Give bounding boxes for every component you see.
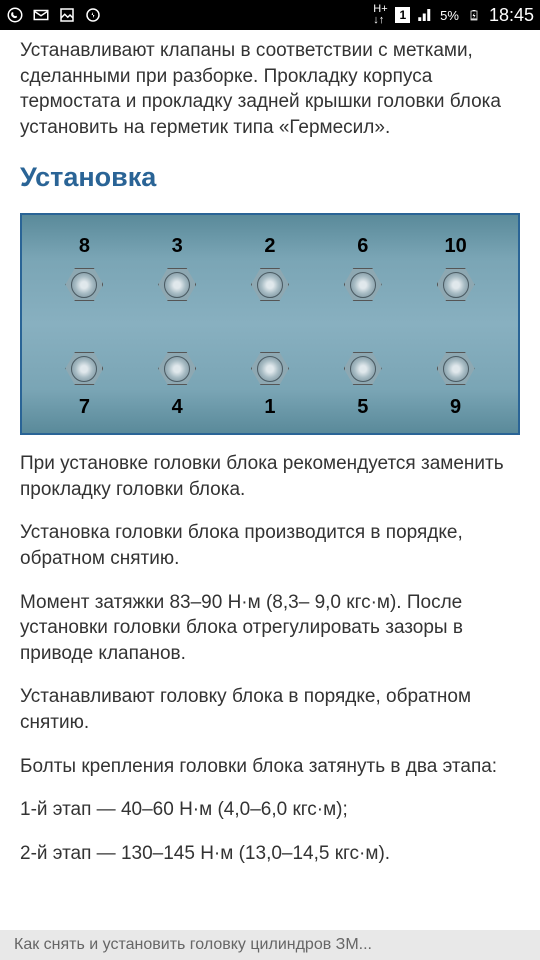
paragraph: Момент затяжки 83–90 Н·м (8,3– 9,0 кгс·м… bbox=[20, 590, 520, 667]
paragraph: Болты крепления головки блока затянуть в… bbox=[20, 754, 520, 780]
bolt-number: 6 bbox=[357, 233, 368, 260]
paragraph: 1-й этап — 40–60 Н·м (4,0–6,0 кгс·м); bbox=[20, 797, 520, 823]
bolt-torque-diagram: 8 3 2 6 10 7 4 1 5 9 bbox=[20, 213, 520, 435]
bolt-number: 10 bbox=[444, 233, 466, 260]
network-type-icon: H+↓↑ bbox=[371, 6, 389, 24]
paragraph: При установке головки блока рекомендуетс… bbox=[20, 451, 520, 502]
bolt-icon bbox=[158, 350, 196, 388]
signal-icon bbox=[416, 6, 434, 24]
clock: 18:45 bbox=[489, 5, 534, 26]
bolt-icon bbox=[251, 266, 289, 304]
bolt-cell: 7 bbox=[38, 350, 131, 421]
bolt-icon bbox=[344, 350, 382, 388]
sim-badge: 1 bbox=[395, 7, 410, 23]
image-icon bbox=[58, 6, 76, 24]
status-right: H+↓↑ 1 5% 18:45 bbox=[371, 5, 534, 26]
bolt-cell: 5 bbox=[316, 350, 409, 421]
bolt-cell: 1 bbox=[224, 350, 317, 421]
bolt-icon bbox=[65, 350, 103, 388]
bolt-number: 9 bbox=[450, 394, 461, 421]
bolt-number: 1 bbox=[264, 394, 275, 421]
bolt-row-top: 8 3 2 6 10 bbox=[34, 233, 506, 304]
paragraph: Устанавливают клапаны в соответствии с м… bbox=[20, 38, 520, 141]
bolt-icon bbox=[65, 266, 103, 304]
bolt-number: 4 bbox=[172, 394, 183, 421]
bolt-cell: 3 bbox=[131, 233, 224, 304]
page-title-bar[interactable]: Как снять и установить головку цилиндров… bbox=[0, 930, 540, 960]
status-left bbox=[6, 6, 102, 24]
bolt-cell: 4 bbox=[131, 350, 224, 421]
status-bar: H+↓↑ 1 5% 18:45 bbox=[0, 0, 540, 30]
bolt-icon bbox=[437, 266, 475, 304]
bolt-icon bbox=[437, 350, 475, 388]
sync-icon bbox=[84, 6, 102, 24]
bolt-cell: 2 bbox=[224, 233, 317, 304]
paragraph: 2-й этап — 130–145 Н·м (13,0–14,5 кгс·м)… bbox=[20, 841, 520, 867]
bolt-icon bbox=[251, 350, 289, 388]
bolt-icon bbox=[344, 266, 382, 304]
bolt-number: 5 bbox=[357, 394, 368, 421]
bolt-number: 3 bbox=[172, 233, 183, 260]
whatsapp-icon bbox=[6, 6, 24, 24]
bolt-number: 2 bbox=[264, 233, 275, 260]
page-title-text: Как снять и установить головку цилиндров… bbox=[14, 936, 372, 954]
mail-icon bbox=[32, 6, 50, 24]
bolt-number: 8 bbox=[79, 233, 90, 260]
bolt-number: 7 bbox=[79, 394, 90, 421]
paragraph: Устанавливают головку блока в порядке, о… bbox=[20, 684, 520, 735]
bolt-cell: 9 bbox=[409, 350, 502, 421]
paragraph: Установка головки блока производится в п… bbox=[20, 520, 520, 571]
bolt-cell: 10 bbox=[409, 233, 502, 304]
bolt-cell: 8 bbox=[38, 233, 131, 304]
battery-pct: 5% bbox=[440, 8, 459, 23]
bolt-row-bottom: 7 4 1 5 9 bbox=[34, 350, 506, 421]
section-heading: Установка bbox=[20, 159, 520, 195]
bolt-icon bbox=[158, 266, 196, 304]
battery-icon bbox=[465, 6, 483, 24]
bolt-cell: 6 bbox=[316, 233, 409, 304]
article-content: Устанавливают клапаны в соответствии с м… bbox=[0, 30, 540, 867]
